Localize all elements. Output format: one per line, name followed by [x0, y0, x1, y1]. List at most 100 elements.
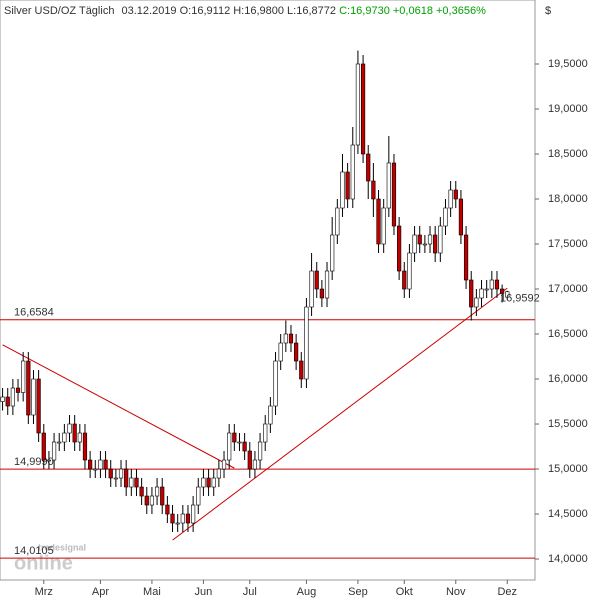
- candle-body: [82, 432, 88, 461]
- candle-body: [36, 378, 41, 434]
- candle-body: [165, 504, 170, 515]
- y-tick-label: 14,5000: [548, 508, 588, 520]
- candle-body: [391, 162, 397, 227]
- candle-body: [103, 459, 108, 470]
- candle-body: [211, 477, 216, 488]
- candle-body: [252, 459, 258, 470]
- candle-body: [288, 333, 294, 344]
- candle-body: [216, 468, 221, 479]
- candle-body: [319, 288, 324, 299]
- candle-body: [433, 234, 438, 254]
- x-tick-label: Dez: [497, 586, 517, 598]
- change: C:16,9730 +0,0618 +0,3656%: [339, 5, 486, 17]
- level-label: 14,9990: [14, 456, 54, 468]
- candle-body: [139, 486, 144, 497]
- currency: $: [545, 5, 551, 17]
- x-tick-label: Jun: [195, 586, 213, 598]
- candle-body: [242, 441, 247, 452]
- candle-body: [46, 459, 52, 462]
- candle-body: [124, 468, 129, 488]
- candle-body: [257, 441, 263, 461]
- candle-body: [31, 378, 36, 416]
- watermark-brand: tradesignal: [38, 542, 86, 552]
- candle-body: [463, 234, 469, 281]
- candle-body: [268, 405, 273, 425]
- chart-date: 03.12.2019: [122, 5, 177, 17]
- candle-body: [154, 486, 160, 497]
- y-tick-label: 15,5000: [548, 418, 588, 430]
- candle-body: [397, 225, 402, 272]
- last-price-label: 16,9592: [500, 293, 540, 305]
- candle-body: [479, 288, 484, 299]
- candle-body: [494, 279, 500, 290]
- candle-body: [376, 198, 381, 245]
- candle-body: [237, 441, 242, 444]
- candle-body: [206, 477, 211, 488]
- candle-body: [108, 468, 113, 479]
- chart-title: Silver USD/OZ Täglich: [4, 5, 114, 17]
- candle-body: [505, 291, 510, 298]
- candle-body: [360, 63, 366, 155]
- plot-frame: [0, 0, 536, 581]
- candle-body: [57, 441, 62, 444]
- candle-body: [299, 360, 304, 380]
- candle-body: [67, 423, 72, 434]
- level-label: 16,6584: [14, 307, 54, 319]
- candle-body: [113, 477, 118, 480]
- candle-body: [484, 288, 489, 291]
- candle-body: [247, 450, 252, 470]
- candle-body: [118, 468, 124, 479]
- candle-body: [41, 432, 46, 461]
- candle-body: [221, 459, 227, 470]
- candle-body: [62, 432, 67, 443]
- candle-body: [160, 486, 165, 506]
- candle-body: [422, 243, 427, 246]
- candle-body: [314, 270, 319, 290]
- candle-body: [21, 360, 26, 393]
- candle-body: [309, 270, 314, 308]
- candle-body: [371, 180, 376, 200]
- candle-body: [407, 252, 412, 290]
- candle-body: [427, 234, 433, 245]
- y-tick-label: 17,5000: [548, 238, 588, 250]
- y-tick-label: 17,0000: [548, 283, 588, 295]
- candle-body: [438, 225, 443, 254]
- x-tick-label: Okt: [396, 586, 413, 598]
- candle-body: [458, 198, 464, 236]
- candle-body: [26, 360, 31, 416]
- x-tick-label: Nov: [446, 586, 466, 598]
- x-tick-label: Mrz: [35, 586, 53, 598]
- candle-body: [278, 342, 283, 362]
- candle-body: [232, 432, 237, 443]
- candle-body: [345, 171, 350, 200]
- candle-body: [77, 432, 82, 443]
- candle-body: [500, 288, 505, 294]
- candle-body: [134, 477, 139, 488]
- candle-body: [283, 333, 288, 344]
- candle-body: [51, 441, 57, 461]
- ohl: O:16,9112 H:16,9800 L:16,8772: [180, 5, 336, 17]
- candle-body: [72, 423, 77, 443]
- candle-body: [448, 189, 453, 209]
- y-tick-label: 16,0000: [548, 373, 588, 385]
- candle-body: [469, 279, 474, 308]
- y-tick-label: 14,0000: [548, 553, 588, 565]
- x-tick-label: Mai: [143, 586, 161, 598]
- candle-body: [196, 486, 201, 506]
- candle-body: [474, 297, 479, 308]
- candle-body: [386, 162, 391, 209]
- trend-line: [2, 344, 235, 469]
- candle-body: [191, 504, 196, 524]
- y-tick-label: 18,0000: [548, 193, 588, 205]
- candle-body: [185, 513, 191, 524]
- candle-body: [5, 396, 10, 407]
- candle-body: [402, 270, 407, 290]
- candle-body: [201, 477, 206, 488]
- candle-body: [144, 495, 149, 506]
- y-tick-label: 18,5000: [548, 148, 588, 160]
- candle-body: [180, 513, 185, 524]
- candle-body: [10, 387, 15, 407]
- x-tick-label: Jul: [243, 586, 257, 598]
- candle-body: [335, 207, 340, 236]
